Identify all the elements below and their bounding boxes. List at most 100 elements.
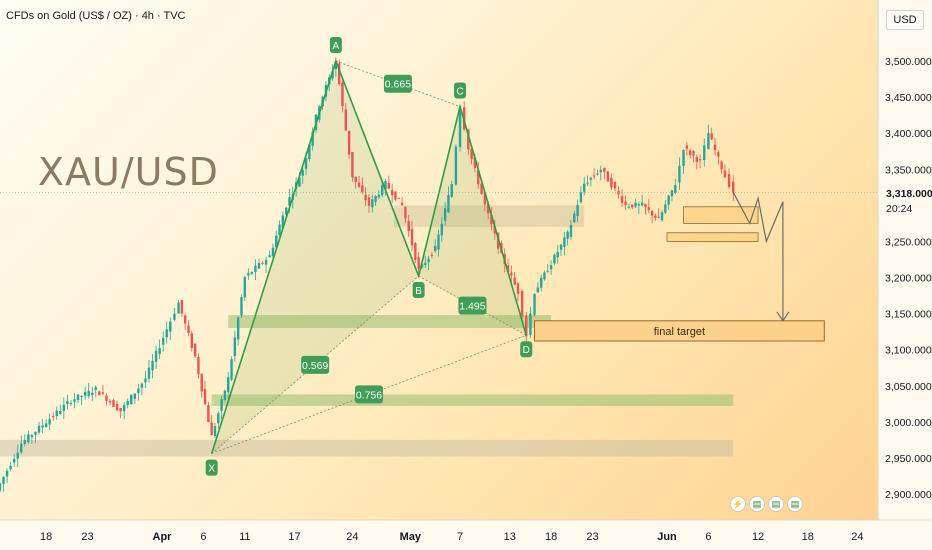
candle-body: [361, 185, 364, 193]
point-label-box[interactable]: [412, 282, 425, 299]
candle-body: [381, 185, 384, 196]
candle-body: [151, 360, 154, 371]
price-axis[interactable]: [878, 0, 932, 550]
candle-body: [506, 265, 510, 272]
candle-body: [347, 130, 351, 155]
candle-body: [682, 150, 685, 167]
x-tick-label: 11: [239, 531, 250, 543]
candle-body: [331, 71, 334, 79]
candle-body: [147, 367, 151, 379]
zone-box[interactable]: [211, 394, 734, 406]
candle-body: [417, 257, 420, 269]
ratio-label-box[interactable]: [383, 74, 412, 93]
point-label-box[interactable]: [454, 82, 467, 99]
zone-box[interactable]: [393, 205, 585, 227]
candle-body: [207, 405, 210, 422]
candle-body: [529, 313, 532, 335]
candle-body: [203, 388, 207, 405]
ratio-label-box[interactable]: [301, 355, 330, 374]
candle-body: [586, 182, 589, 184]
events-badges: ⚡ ▤ ▤ ▤: [730, 496, 803, 512]
currency-button[interactable]: USD: [886, 10, 924, 30]
candle-body: [410, 228, 414, 246]
point-label: A: [333, 41, 340, 52]
candle-body: [261, 262, 264, 264]
point-label-box[interactable]: [205, 459, 218, 476]
dividend-icon[interactable]: ▤: [787, 496, 803, 512]
candle-body: [407, 221, 410, 231]
candle-body: [16, 452, 19, 459]
candle-body: [592, 175, 596, 177]
x-tick-label: 23: [81, 531, 93, 543]
point-label-box[interactable]: [329, 37, 342, 53]
ratio-label: 0.756: [356, 389, 382, 401]
candle-body: [650, 210, 654, 216]
point-label: B: [415, 286, 422, 297]
candle-body: [404, 206, 407, 219]
y-tick-label: 2,950.000: [885, 453, 932, 465]
candle-body: [213, 425, 217, 437]
ratio-label-box[interactable]: [354, 385, 383, 404]
candle-body: [664, 204, 667, 213]
candle-body: [115, 404, 119, 411]
candle-body: [559, 244, 563, 250]
final-target-label: final target: [654, 326, 705, 338]
final-target-box[interactable]: [534, 320, 825, 342]
candle-body: [539, 277, 543, 288]
zone-box[interactable]: [666, 232, 759, 242]
lightning-icon[interactable]: ⚡: [730, 496, 746, 512]
candle-body: [87, 390, 90, 397]
candle-body: [140, 383, 144, 388]
projection-path[interactable]: [732, 192, 784, 321]
candle-body: [480, 183, 483, 194]
candle-body: [727, 174, 731, 188]
dividend-icon[interactable]: ▤: [749, 496, 765, 512]
candle-body: [257, 263, 261, 269]
point-label-box[interactable]: [520, 341, 533, 358]
time-axis[interactable]: [0, 520, 932, 550]
candle-body: [579, 192, 583, 203]
candle-body: [483, 192, 487, 205]
candle-body: [430, 254, 434, 256]
candle-body: [617, 191, 620, 195]
candle-body: [51, 416, 55, 418]
candle-body: [250, 271, 254, 274]
candle-body: [278, 224, 281, 236]
candle-body: [12, 458, 16, 463]
candle-body: [599, 169, 602, 173]
y-tick-label: 3,100.000: [885, 345, 932, 357]
candle-body: [281, 215, 285, 229]
candle-body: [533, 294, 536, 315]
zone-box[interactable]: [228, 315, 552, 329]
candle-body: [688, 150, 692, 155]
zone-box[interactable]: [0, 439, 734, 457]
symbol-header: CFDs on Gold (US$ / OZ) · 4h · TVC: [6, 10, 186, 22]
x-tick-label: 6: [200, 531, 206, 543]
x-tick-label: 18: [545, 531, 557, 543]
candle-body: [654, 215, 657, 218]
y-tick-label: 3,200.000: [885, 273, 932, 285]
candle-body: [122, 404, 126, 412]
candle-body: [357, 182, 361, 187]
candle-body: [377, 194, 381, 198]
candle-body: [367, 197, 371, 206]
candle-body: [30, 435, 34, 438]
zone-box[interactable]: [683, 206, 759, 224]
ratio-label-box[interactable]: [458, 296, 487, 315]
candle-body: [66, 401, 69, 404]
candle-body: [520, 290, 524, 317]
y-tick-label: 3,350.000: [885, 164, 932, 176]
dividend-icon[interactable]: ▤: [768, 496, 784, 512]
candle-body: [264, 259, 268, 265]
x-tick-label: 13: [504, 531, 516, 543]
candle-body: [695, 157, 699, 162]
candle-body: [454, 146, 458, 185]
y-tick-label: 3,400.000: [885, 128, 932, 140]
candle-body: [490, 215, 493, 225]
candle-body: [576, 205, 579, 217]
candle-body: [493, 226, 497, 234]
candle-body: [223, 390, 227, 400]
candle-body: [271, 247, 275, 257]
